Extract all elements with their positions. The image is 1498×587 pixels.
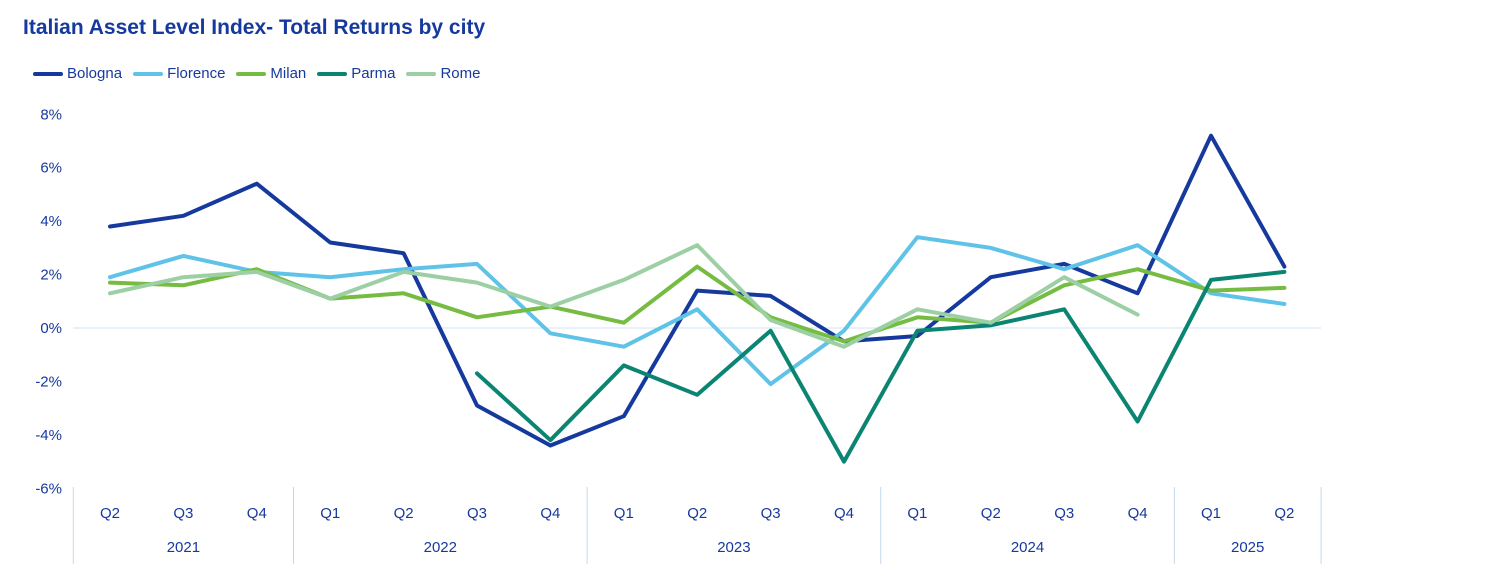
legend-item-rome: Rome <box>406 65 480 82</box>
legend-item-bologna: Bologna <box>33 65 122 82</box>
x-quarter-label: Q2 <box>687 505 707 522</box>
x-quarter-label: Q2 <box>100 505 120 522</box>
legend-label: Parma <box>351 65 396 82</box>
legend-label: Bologna <box>67 65 123 82</box>
x-quarter-label: Q3 <box>467 505 487 522</box>
x-quarter-label: Q4 <box>1128 505 1148 522</box>
x-year-label: 2024 <box>1011 539 1044 556</box>
series-line-milan <box>108 264 1287 344</box>
x-quarter-label: Q1 <box>907 505 927 522</box>
legend-item-milan: Milan <box>236 65 306 82</box>
chart-title: Italian Asset Level Index- Total Returns… <box>23 16 486 39</box>
y-tick-label: 6% <box>40 160 62 177</box>
x-quarter-label: Q4 <box>540 505 560 522</box>
series-line-parma <box>475 269 1287 464</box>
series-line-florence <box>108 235 1287 387</box>
x-quarter-label: Q1 <box>320 505 340 522</box>
y-tick-label: 8% <box>40 106 62 123</box>
legend-label: Florence <box>167 65 226 82</box>
legend-label: Rome <box>440 65 481 82</box>
legend-swatch-bologna <box>33 71 63 76</box>
x-quarter-label: Q3 <box>761 505 781 522</box>
series-line-bologna <box>108 133 1287 448</box>
legend-swatch-parma <box>317 71 348 76</box>
x-quarter-label: Q3 <box>1054 505 1074 522</box>
series-line-rome <box>108 243 1140 349</box>
legend-item-parma: Parma <box>317 65 395 82</box>
legend: Bologna Florence Milan Parma Rome <box>33 65 480 82</box>
x-quarter-label: Q2 <box>394 505 414 522</box>
y-tick-label: -6% <box>35 480 62 497</box>
legend-label: Milan <box>270 65 307 82</box>
x-quarter-label: Q2 <box>1274 505 1294 522</box>
y-tick-label: -2% <box>35 373 62 390</box>
y-tick-label: -4% <box>35 427 62 444</box>
y-tick-label: 2% <box>40 267 62 284</box>
x-year-label: 2023 <box>717 539 750 556</box>
legend-swatch-florence <box>133 71 164 76</box>
legend-swatch-rome <box>406 71 437 76</box>
y-tick-label: 0% <box>40 320 62 337</box>
x-quarter-label: Q1 <box>1201 505 1221 522</box>
x-quarter-label: Q4 <box>247 505 267 522</box>
x-year-label: 2022 <box>424 539 457 556</box>
x-quarter-label: Q4 <box>834 505 854 522</box>
x-quarter-label: Q2 <box>981 505 1001 522</box>
legend-swatch-milan <box>236 71 267 76</box>
x-quarter-label: Q3 <box>173 505 193 522</box>
y-tick-label: 4% <box>40 213 62 230</box>
x-year-label: 2025 <box>1231 539 1264 556</box>
x-quarter-label: Q1 <box>614 505 634 522</box>
legend-item-florence: Florence <box>133 65 225 82</box>
x-year-label: 2021 <box>167 539 200 556</box>
